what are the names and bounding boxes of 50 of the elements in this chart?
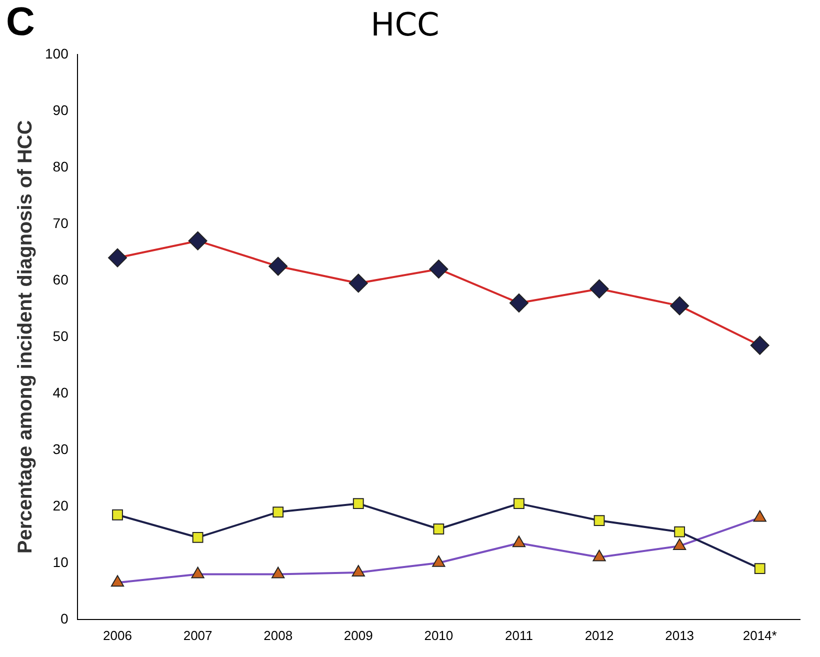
y-tick-label: 90 (52, 102, 69, 118)
y-tick-label: 70 (52, 214, 69, 231)
x-tick-label: 2008 (264, 628, 293, 643)
point (108, 248, 128, 268)
point (110, 575, 124, 587)
y-tick-label: 40 (52, 384, 69, 400)
x-tick-label: 2006 (103, 628, 132, 643)
x-tick-label: 2012 (584, 628, 614, 643)
x-tick-label: 2010 (424, 628, 454, 643)
point (188, 231, 208, 250)
y-tick-label: 100 (45, 45, 69, 62)
y-tick-label: 60 (52, 271, 69, 288)
y-tick-label: 30 (52, 440, 69, 457)
x-tick-label: 2009 (344, 628, 373, 643)
point (670, 296, 690, 316)
x-tick-label: 2011 (504, 628, 533, 643)
point (512, 536, 526, 548)
point (112, 509, 123, 520)
y-tick-label: 10 (52, 554, 69, 570)
point (268, 256, 288, 276)
point (590, 279, 609, 298)
x-tick-label: 2014* (742, 628, 777, 643)
point (753, 510, 766, 522)
chart-title: HCC (370, 6, 440, 44)
point (432, 555, 446, 567)
point (754, 563, 766, 574)
point (272, 506, 284, 518)
point (191, 566, 204, 578)
point (429, 260, 448, 279)
point (352, 498, 364, 510)
y-axis-title: Percentage among incident diagnosis of HCC (14, 120, 37, 554)
point (433, 524, 444, 534)
y-tick-label: 50 (52, 328, 69, 344)
point (192, 532, 204, 543)
y-tick-label: 20 (52, 497, 69, 514)
point (594, 515, 605, 526)
y-tick-label: 80 (52, 158, 69, 174)
point (348, 274, 368, 293)
point (673, 538, 686, 550)
point (592, 550, 606, 562)
y-tick-label: 0 (60, 610, 69, 626)
point (674, 526, 686, 538)
x-tick-label: 2013 (665, 628, 694, 643)
point (514, 498, 524, 510)
point (509, 294, 528, 312)
text: C (6, 0, 35, 44)
point (750, 336, 770, 355)
point (272, 566, 285, 578)
point (352, 565, 365, 577)
x-tick-label: 2007 (183, 628, 212, 643)
